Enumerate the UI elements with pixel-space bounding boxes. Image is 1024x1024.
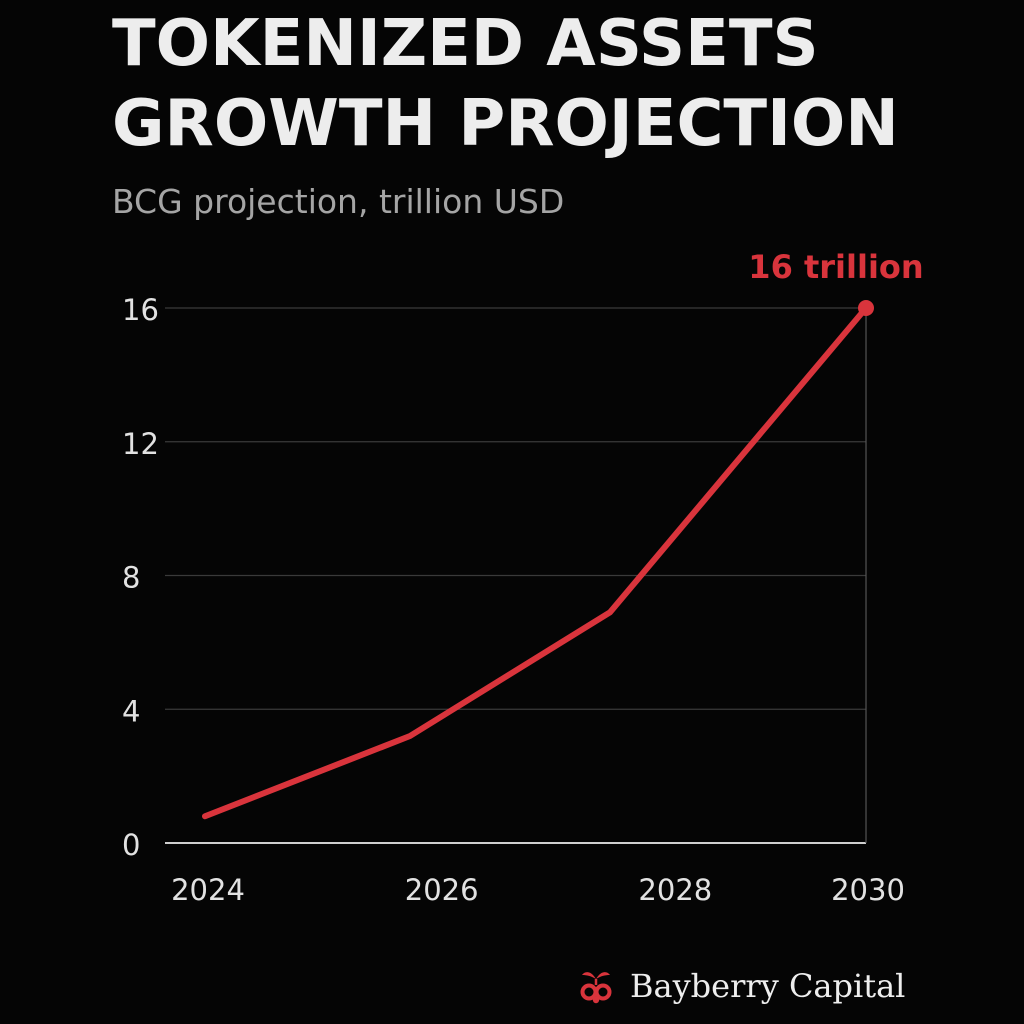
brand-name: Bayberry Capital [630,967,906,1005]
data-point-endpoint [858,300,874,316]
annotations: 16 trillion [748,248,923,286]
axes [165,308,867,844]
chart-title: TOKENIZED ASSETS GROWTH PROJECTION [112,4,899,164]
y-tick-label: 16 [122,293,159,327]
x-tick-label: 2028 [638,873,712,907]
chart-subtitle: BCG projection, trillion USD [112,182,565,221]
chart-title-line-1: TOKENIZED ASSETS [112,7,819,81]
series-line [202,305,869,820]
x-tick-label: 2030 [831,873,905,907]
x-tick-label: 2024 [171,873,245,907]
tick-labels: 0 4 8 12 16 2024 2026 2028 2030 [122,293,905,907]
x-tick-label: 2026 [405,873,479,907]
annotation-label: 16 trillion [748,248,923,286]
y-tick-label: 12 [122,427,159,461]
series-layer [202,300,874,820]
grid-lines [165,307,866,710]
y-tick-label: 4 [122,694,140,728]
y-tick-label: 0 [122,828,140,862]
chart-title-line-2: GROWTH PROJECTION [112,87,899,161]
bayberry-leaf-logo-icon [580,972,612,1004]
y-tick-label: 8 [122,561,140,595]
brand: Bayberry Capital [576,966,905,1006]
